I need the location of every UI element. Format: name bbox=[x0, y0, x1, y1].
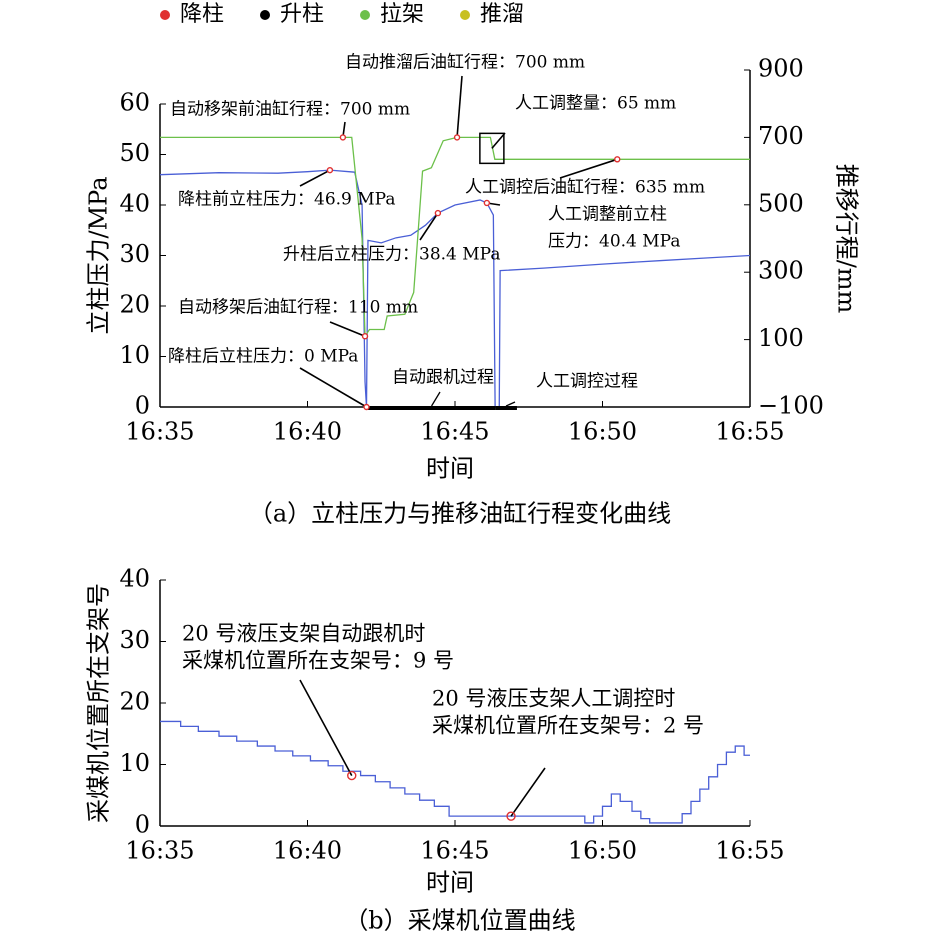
annotation-text: 采煤机位置所在支架号：9 号 bbox=[182, 649, 454, 673]
y-tick-label: 20 bbox=[119, 291, 150, 319]
leader-line bbox=[299, 169, 331, 187]
annotation-marker bbox=[434, 209, 442, 217]
y-tick-label: 0 bbox=[135, 392, 150, 420]
y2-axis-title: 推移行程/mm bbox=[833, 164, 861, 314]
leader-line bbox=[299, 367, 367, 408]
y-tick-label: 20 bbox=[119, 688, 150, 716]
leader-line bbox=[329, 321, 366, 337]
process-label: 自动跟机过程 bbox=[392, 368, 494, 388]
data-line bbox=[160, 720, 750, 824]
annotation-marker bbox=[506, 811, 516, 821]
x-tick-label: 16:35 bbox=[125, 837, 194, 865]
annotation-text: 20 号液压支架人工调控时 bbox=[432, 687, 675, 711]
annotation-text: 降柱前立柱压力：46.9 MPa bbox=[178, 190, 395, 210]
annotation-marker bbox=[363, 403, 370, 411]
x-tick-label: 16:45 bbox=[420, 418, 489, 446]
leader-line bbox=[456, 75, 463, 138]
leader-line bbox=[299, 679, 353, 776]
legend-marker bbox=[260, 10, 270, 20]
caption: （a）立柱压力与推移油缸行程变化曲线 bbox=[249, 500, 671, 528]
annotation-text: 20 号液压支架自动跟机时 bbox=[182, 622, 425, 646]
x-axis-title: 时间 bbox=[426, 455, 474, 483]
annotation-marker bbox=[614, 156, 621, 163]
y-tick-label: 0 bbox=[135, 811, 150, 839]
data-line bbox=[159, 169, 751, 408]
y-tick-label: 40 bbox=[119, 190, 150, 218]
leader-line bbox=[559, 158, 618, 179]
y2-tick-label: 900 bbox=[758, 55, 804, 83]
annotation-text: 自动移架前油缸行程：700 mm bbox=[170, 99, 410, 120]
annotation-box bbox=[479, 132, 505, 165]
y-axis-title: 采煤机位置所在支架号 bbox=[85, 583, 113, 823]
x-tick-label: 16:40 bbox=[273, 418, 342, 446]
annotation-text: 降柱后立柱压力：0 MPa bbox=[168, 347, 358, 367]
legend-label: 升柱 bbox=[280, 2, 324, 27]
y-tick-label: 60 bbox=[119, 89, 150, 117]
legend-marker bbox=[360, 10, 370, 20]
leader-line bbox=[491, 132, 506, 149]
annotation-marker bbox=[453, 134, 461, 141]
annotation-marker bbox=[326, 166, 334, 174]
x-tick-label: 16:45 bbox=[420, 837, 489, 865]
x-tick-label: 16:55 bbox=[715, 837, 784, 865]
annotation-text: 自动移架后油缸行程：110 mm bbox=[178, 297, 418, 318]
x-tick-label: 16:50 bbox=[568, 837, 637, 865]
x-tick-label: 16:50 bbox=[568, 418, 637, 446]
annotation-text: 采煤机位置所在支架号：2 号 bbox=[432, 714, 704, 738]
y-tick-label: 30 bbox=[119, 240, 150, 268]
annotation-text: 人工调整前立柱 bbox=[548, 205, 667, 225]
y2-tick-label: −100 bbox=[758, 392, 824, 420]
x-tick-label: 16:55 bbox=[715, 418, 784, 446]
x-axis-title: 时间 bbox=[426, 869, 474, 897]
y-tick-label: 30 bbox=[119, 626, 150, 654]
legend-label: 拉架 bbox=[380, 2, 424, 27]
legend-marker bbox=[460, 10, 470, 20]
annotation-marker bbox=[483, 199, 491, 207]
caption: （b）采煤机位置曲线 bbox=[344, 907, 575, 935]
legend-label: 推溜 bbox=[480, 2, 524, 27]
y-tick-label: 50 bbox=[119, 139, 150, 167]
y-axis-title: 立柱压力/MPa bbox=[85, 176, 113, 334]
annotation-text: 人工调整量：65 mm bbox=[515, 94, 676, 114]
annotation-text: 压力：40.4 MPa bbox=[548, 232, 680, 252]
y-tick-label: 10 bbox=[119, 749, 150, 777]
y2-tick-label: 300 bbox=[758, 257, 804, 285]
y2-tick-label: 100 bbox=[758, 324, 804, 352]
annotation-marker bbox=[361, 333, 369, 340]
leader-line bbox=[430, 391, 441, 407]
legend-marker bbox=[160, 10, 170, 20]
leader-line bbox=[510, 767, 546, 817]
data-line bbox=[160, 136, 750, 339]
y2-tick-label: 700 bbox=[758, 122, 804, 150]
annotation-text: 升柱后立柱压力：38.4 MPa bbox=[283, 245, 500, 265]
annotation-text: 人工调控后油缸行程：635 mm bbox=[465, 177, 705, 198]
leader-line bbox=[505, 401, 516, 407]
annotation-text: 自动推溜后油缸行程：700 mm bbox=[345, 52, 585, 73]
x-tick-label: 16:35 bbox=[125, 418, 194, 446]
annotation-marker bbox=[339, 134, 347, 141]
legend-label: 降柱 bbox=[180, 2, 224, 27]
process-label: 人工调控过程 bbox=[536, 372, 638, 392]
y-tick-label: 40 bbox=[119, 565, 150, 593]
leader-line bbox=[419, 212, 439, 241]
annotation-marker bbox=[347, 770, 357, 781]
x-tick-label: 16:40 bbox=[273, 837, 342, 865]
y2-tick-label: 500 bbox=[758, 189, 804, 217]
y-tick-label: 10 bbox=[119, 341, 150, 369]
